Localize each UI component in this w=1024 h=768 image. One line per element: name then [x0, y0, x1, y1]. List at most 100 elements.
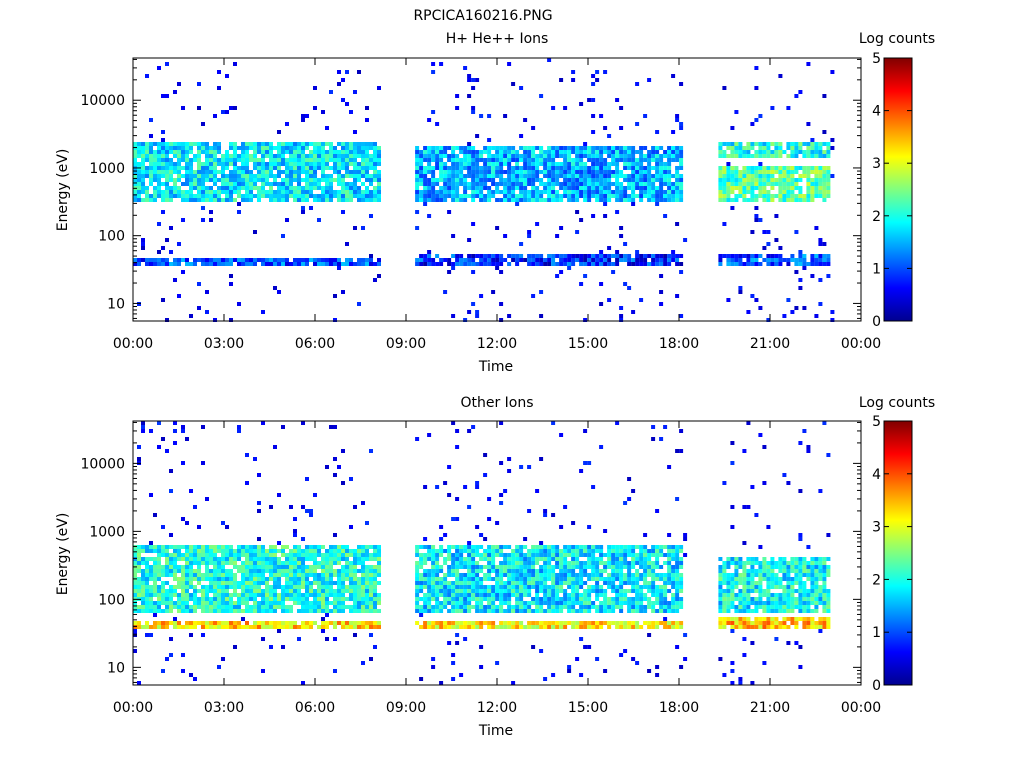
spectrogram-cell [491, 597, 496, 601]
spectrogram-cell [746, 262, 751, 266]
spectrogram-cell [373, 262, 377, 266]
spectrogram-cell [539, 178, 544, 182]
spectrogram-cell [197, 601, 201, 605]
spectrogram-cell [495, 154, 500, 158]
spectrogram-cell [750, 230, 755, 234]
spectrogram-cell [221, 601, 225, 605]
spectrogram-cell [507, 62, 512, 66]
spectrogram-cell [455, 589, 460, 593]
spectrogram-cell [559, 146, 564, 150]
spectrogram-cell [181, 517, 185, 521]
spectrogram-cell [718, 182, 723, 186]
spectrogram-cell [774, 150, 779, 154]
spectrogram-cell [515, 605, 520, 609]
spectrogram-cell [265, 557, 269, 561]
spectrogram-cell [822, 194, 827, 198]
spectrogram-cell [523, 581, 528, 585]
spectrogram-cell [483, 593, 488, 597]
spectrogram-cell [317, 581, 321, 585]
spectrogram-cell [655, 190, 660, 194]
spectrogram-cell [205, 190, 209, 194]
spectrogram-cell [519, 605, 524, 609]
spectrogram-cell [377, 262, 381, 266]
spectrogram-cell [563, 106, 568, 110]
spectrogram-cell [289, 162, 293, 166]
spectrogram-cell [137, 609, 141, 613]
spectrogram-cell [778, 174, 783, 178]
spectrogram-cell [475, 190, 480, 194]
x-axis-label: Time [478, 359, 513, 375]
spectrogram-cell [133, 629, 137, 633]
spectrogram-cell [559, 262, 564, 266]
spectrogram-cell [269, 625, 273, 629]
spectrogram-cell [774, 178, 779, 182]
spectrogram-cell [511, 154, 516, 158]
spectrogram-cell [555, 609, 560, 613]
spectrogram-cell [309, 589, 313, 593]
spectrogram-cell [623, 174, 628, 178]
spectrogram-cell [607, 150, 612, 154]
spectrogram-cell [237, 258, 241, 262]
spectrogram-cell [507, 262, 512, 266]
spectrogram-cell [758, 154, 763, 158]
spectrogram-cell [599, 593, 604, 597]
spectrogram-cell [774, 166, 779, 170]
spectrogram-cell [241, 581, 245, 585]
spectrogram-cell [615, 186, 620, 190]
spectrogram-cell [499, 577, 504, 581]
spectrogram-cell [435, 573, 440, 577]
spectrogram-cell [467, 258, 472, 262]
spectrogram-cell [317, 593, 321, 597]
spectrogram-cell [349, 525, 353, 529]
spectrogram-cell [149, 625, 153, 629]
spectrogram-cell [209, 210, 213, 214]
spectrogram-cell [499, 318, 504, 322]
spectrogram-cell [826, 190, 831, 194]
spectrogram-cell [595, 170, 600, 174]
spectrogram-cell [718, 146, 723, 150]
spectrogram-cell [623, 601, 628, 605]
spectrogram-cell [317, 146, 321, 150]
spectrogram-cell [790, 186, 795, 190]
spectrogram-cell [599, 282, 604, 286]
spectrogram-cell [157, 573, 161, 577]
spectrogram-cell [293, 150, 297, 154]
spectrogram-cell [527, 194, 532, 198]
spectrogram-cell [365, 174, 369, 178]
spectrogram-cell [361, 585, 365, 589]
spectrogram-cell [515, 262, 520, 266]
spectrogram-cell [459, 593, 464, 597]
spectrogram-cell [137, 150, 141, 154]
spectrogram-cell [627, 573, 632, 577]
spectrogram-cell [349, 194, 353, 198]
spectrogram-cell [181, 174, 185, 178]
spectrogram-cell [435, 254, 440, 258]
spectrogram-cell [519, 174, 524, 178]
spectrogram-cell [519, 585, 524, 589]
spectrogram-cell [603, 609, 608, 613]
spectrogram-cell [491, 254, 496, 258]
spectrogram-cell [225, 581, 229, 585]
spectrogram-cell [229, 158, 233, 162]
spectrogram-cell [679, 166, 684, 170]
spectrogram-cell [591, 182, 596, 186]
spectrogram-cell [443, 593, 448, 597]
spectrogram-cell [475, 154, 480, 158]
spectrogram-cell [141, 573, 145, 577]
spectrogram-cell [221, 621, 225, 625]
spectrogram-cell [603, 186, 608, 190]
spectrogram-cell [423, 158, 428, 162]
spectrogram-cell [353, 585, 357, 589]
spectrogram-cell [818, 142, 823, 146]
spectrogram-cell [495, 174, 500, 178]
spectrogram-cell [157, 605, 161, 609]
spectrogram-cell [527, 262, 532, 266]
spectrogram-cell [595, 545, 600, 549]
spectrogram-cell [369, 633, 373, 637]
spectrogram-cell [341, 553, 345, 557]
spectrogram-cell [591, 214, 596, 218]
spectrogram-cell [213, 609, 217, 613]
spectrogram-cell [467, 609, 472, 613]
spectrogram-cell [475, 194, 480, 198]
spectrogram-cell [289, 625, 293, 629]
